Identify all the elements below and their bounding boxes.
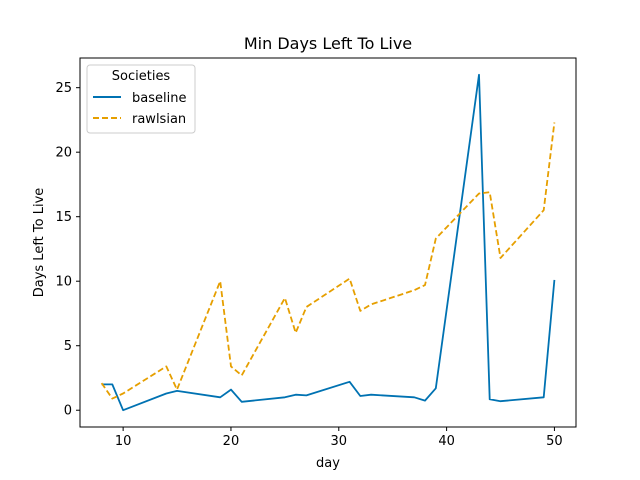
legend-title: Societies <box>112 69 171 84</box>
x-axis: 10 20 30 40 50 <box>115 427 563 449</box>
y-tick-label: 25 <box>55 81 72 96</box>
legend: Societies baseline rawlsian <box>86 64 196 134</box>
legend-label-baseline: baseline <box>132 91 186 106</box>
y-axis-label: Days Left To Live <box>32 188 47 298</box>
y-tick-label: 0 <box>64 404 72 419</box>
x-tick-label: 20 <box>223 434 240 449</box>
series-line-baseline <box>101 73 556 412</box>
chart-title: Min Days Left To Live <box>244 34 412 53</box>
x-axis-label: day <box>316 456 340 471</box>
series-line-rawlsian <box>100 122 556 400</box>
x-tick-label: 40 <box>438 434 455 449</box>
x-tick-label: 10 <box>115 434 132 449</box>
y-axis: 0 5 10 15 20 25 <box>55 81 80 419</box>
y-tick-label: 15 <box>55 210 72 225</box>
plot-frame <box>79 57 577 428</box>
legend-label-rawlsian: rawlsian <box>132 112 186 127</box>
y-tick-label: 10 <box>55 275 72 290</box>
y-tick-label: 5 <box>64 339 72 354</box>
x-tick-label: 50 <box>546 434 563 449</box>
y-tick-label: 20 <box>55 146 72 161</box>
plot-lines <box>100 73 556 412</box>
legend-box <box>86 64 196 134</box>
x-tick-label: 30 <box>331 434 348 449</box>
